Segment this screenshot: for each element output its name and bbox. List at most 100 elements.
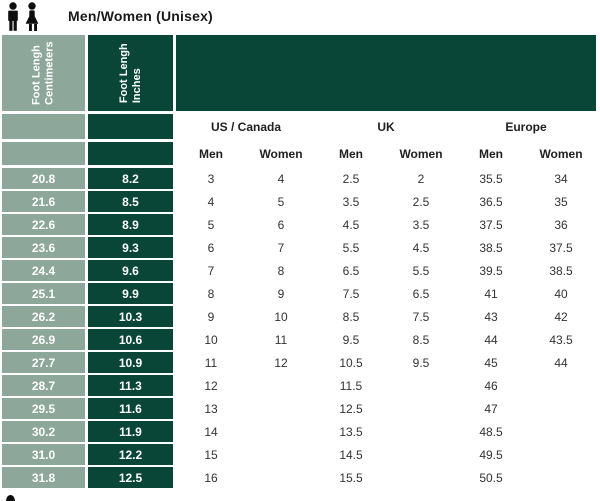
us-women-size-cell: 6 xyxy=(277,217,285,232)
europe-women-size-cell xyxy=(526,375,596,396)
us-men-size-cell: 5 xyxy=(207,217,215,232)
table-body: 20.8 8.2 3 4 2.5 2 35.5 34 21.6 8.5 4 5 3.5 2.5 36.5 35… xyxy=(2,168,600,488)
uk-women-size-cell xyxy=(386,467,456,488)
inch-value-cell: 9.6 xyxy=(88,260,173,281)
uk-men-size-cell: 3.5 xyxy=(342,194,360,209)
europe-men-size-cell: 36.5 xyxy=(479,194,503,209)
uk-women-size-cell xyxy=(386,398,456,419)
europe-men-size-cell: 44 xyxy=(484,332,498,347)
us-men-size-cell: 16 xyxy=(204,470,218,485)
uk-women-header: Women xyxy=(399,146,443,161)
cm-header-line1: Foot Lengh xyxy=(30,44,43,105)
europe-women-size-cell: 37.5 xyxy=(549,240,573,255)
uk-men-size-cell: 12.5 xyxy=(339,401,363,416)
inch-value-cell: 11.6 xyxy=(88,398,173,419)
region-us-canada: US / Canada xyxy=(210,119,282,134)
europe-women-size-cell: 35 xyxy=(554,194,568,209)
us-women-size-cell: 11 xyxy=(274,332,288,347)
us-men-header: Men xyxy=(199,146,223,161)
cm-spacer-cell xyxy=(2,142,85,165)
europe-men-size-cell: 43 xyxy=(484,309,498,324)
inch-value-cell: 11.3 xyxy=(88,375,173,396)
uk-men-size-cell: 15.5 xyxy=(339,470,363,485)
inch-value-cell: 10.3 xyxy=(88,306,173,327)
cm-spacer-cell xyxy=(2,114,85,139)
us-women-size-cell: 7 xyxy=(277,240,285,255)
cm-value-cell: 26.9 xyxy=(2,329,85,350)
us-women-size-cell: 12 xyxy=(274,355,288,370)
cm-value-cell: 23.6 xyxy=(2,237,85,258)
header-green-block xyxy=(176,35,596,111)
table-row: 30.2 11.9 14 13.5 48.5 xyxy=(2,421,600,442)
uk-men-size-cell: 7.5 xyxy=(342,286,360,301)
uk-men-size-cell: 4.5 xyxy=(342,217,360,232)
europe-men-header: Men xyxy=(479,146,503,161)
region-uk: UK xyxy=(377,119,395,134)
us-men-size-cell: 12 xyxy=(204,378,218,393)
size-conversion-table: Foot Lengh Centimeters Foot Lengh Inches… xyxy=(2,35,600,488)
uk-women-size-cell: 2 xyxy=(417,171,425,186)
table-row: 25.1 9.9 8 9 7.5 6.5 41 40 xyxy=(2,283,600,304)
uk-women-size-cell: 8.5 xyxy=(412,332,430,347)
cm-value-cell: 27.7 xyxy=(2,352,85,373)
europe-women-size-cell xyxy=(526,421,596,442)
uk-women-size-cell: 2.5 xyxy=(412,194,430,209)
europe-men-size-cell: 49.5 xyxy=(479,447,503,462)
europe-men-size-cell: 46 xyxy=(484,378,498,393)
uk-men-size-cell: 2.5 xyxy=(342,171,360,186)
table-row: 26.9 10.6 10 11 9.5 8.5 44 43.5 xyxy=(2,329,600,350)
uk-women-size-cell: 6.5 xyxy=(412,286,430,301)
title-bar: Men/Women (Unisex) xyxy=(0,0,600,35)
uk-men-size-cell: 8.5 xyxy=(342,309,360,324)
europe-men-size-cell: 48.5 xyxy=(479,424,503,439)
europe-women-size-cell: 44 xyxy=(554,355,568,370)
cm-value-cell: 31.8 xyxy=(2,467,85,488)
us-men-size-cell: 7 xyxy=(207,263,215,278)
us-women-header: Women xyxy=(259,146,303,161)
cm-header-cell: Foot Lengh Centimeters xyxy=(2,35,85,111)
inch-value-cell: 10.9 xyxy=(88,352,173,373)
europe-men-size-cell: 47 xyxy=(484,401,498,416)
europe-women-size-cell xyxy=(526,398,596,419)
inch-value-cell: 8.2 xyxy=(88,168,173,189)
table-row: 29.5 11.6 13 12.5 47 xyxy=(2,398,600,419)
inch-value-cell: 8.9 xyxy=(88,214,173,235)
cropped-icon-fragment xyxy=(6,495,15,501)
europe-women-size-cell: 43.5 xyxy=(549,332,573,347)
uk-men-size-cell: 11.5 xyxy=(339,378,363,393)
us-women-size-cell: 9 xyxy=(277,286,285,301)
us-women-size-cell xyxy=(246,421,316,442)
us-men-size-cell: 8 xyxy=(207,286,215,301)
inch-value-cell: 12.5 xyxy=(88,467,173,488)
us-women-size-cell xyxy=(246,398,316,419)
uk-men-size-cell: 9.5 xyxy=(342,332,360,347)
uk-women-size-cell: 5.5 xyxy=(412,263,430,278)
us-women-size-cell xyxy=(246,444,316,465)
uk-women-size-cell: 3.5 xyxy=(412,217,430,232)
table-row: 21.6 8.5 4 5 3.5 2.5 36.5 35 xyxy=(2,191,600,212)
uk-men-size-cell: 13.5 xyxy=(339,424,363,439)
europe-men-size-cell: 38.5 xyxy=(479,240,503,255)
cm-value-cell: 30.2 xyxy=(2,421,85,442)
inch-spacer-cell xyxy=(88,142,173,165)
us-men-size-cell: 11 xyxy=(204,355,218,370)
us-men-size-cell: 10 xyxy=(204,332,218,347)
europe-men-size-cell: 39.5 xyxy=(479,263,503,278)
page-title: Men/Women (Unisex) xyxy=(68,8,213,24)
us-women-size-cell xyxy=(246,375,316,396)
cm-value-cell: 29.5 xyxy=(2,398,85,419)
us-women-size-cell: 5 xyxy=(277,194,285,209)
us-men-size-cell: 9 xyxy=(207,309,215,324)
uk-men-size-cell: 5.5 xyxy=(342,240,360,255)
inch-value-cell: 8.5 xyxy=(88,191,173,212)
uk-women-size-cell xyxy=(386,421,456,442)
uk-men-size-cell: 6.5 xyxy=(342,263,360,278)
inch-value-cell: 10.6 xyxy=(88,329,173,350)
table-row: 26.2 10.3 9 10 8.5 7.5 43 42 xyxy=(2,306,600,327)
europe-women-header: Women xyxy=(539,146,583,161)
europe-women-size-cell: 36 xyxy=(554,217,568,232)
table-row: 24.4 9.6 7 8 6.5 5.5 39.5 38.5 xyxy=(2,260,600,281)
us-men-size-cell: 4 xyxy=(207,194,215,209)
europe-men-size-cell: 35.5 xyxy=(479,171,503,186)
us-men-size-cell: 6 xyxy=(207,240,215,255)
